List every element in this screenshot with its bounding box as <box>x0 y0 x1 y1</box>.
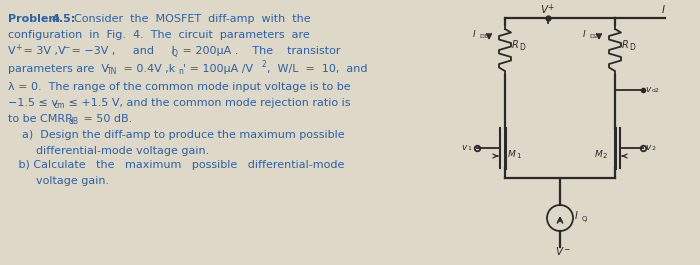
Text: = −3V ,     and     I: = −3V , and I <box>68 46 175 56</box>
Text: M: M <box>508 150 516 159</box>
Text: = 200μA .    The    transistor: = 200μA . The transistor <box>179 46 340 56</box>
Text: 2: 2 <box>603 153 608 159</box>
Text: dB: dB <box>69 117 79 126</box>
Text: b) Calculate   the   maximum   possible   differential-mode: b) Calculate the maximum possible differ… <box>8 160 344 170</box>
Text: 4.5:: 4.5: <box>52 14 76 24</box>
Text: +: + <box>547 3 554 12</box>
Text: I: I <box>575 211 578 221</box>
Text: D1: D1 <box>479 34 488 39</box>
Text: o2: o2 <box>652 88 660 93</box>
Text: λ = 0.  The range of the common mode input voltage is to be: λ = 0. The range of the common mode inpu… <box>8 82 351 92</box>
Text: +: + <box>15 43 22 52</box>
Text: n: n <box>178 67 183 76</box>
Text: −1.5 ≤ v: −1.5 ≤ v <box>8 98 58 108</box>
Text: Q: Q <box>582 216 587 222</box>
Text: ,  W/L  =  10,  and: , W/L = 10, and <box>267 64 368 74</box>
Text: M: M <box>595 150 603 159</box>
Text: D: D <box>519 43 525 52</box>
Text: a)  Design the diff-amp to produce the maximum possible: a) Design the diff-amp to produce the ma… <box>22 130 344 140</box>
Text: D2: D2 <box>589 34 598 39</box>
Text: parameters are  V: parameters are V <box>8 64 109 74</box>
Text: Consider  the  MOSFET  diff-amp  with  the: Consider the MOSFET diff-amp with the <box>74 14 311 24</box>
Text: 1: 1 <box>516 153 521 159</box>
Text: ' = 100μA /V: ' = 100μA /V <box>183 64 253 74</box>
Text: R: R <box>622 40 629 50</box>
Text: Q: Q <box>172 49 178 58</box>
Text: = 3V ,V: = 3V ,V <box>20 46 66 56</box>
Text: V: V <box>540 5 547 15</box>
Text: TN: TN <box>107 67 118 76</box>
Text: voltage gain.: voltage gain. <box>36 176 109 186</box>
Text: I: I <box>583 30 586 39</box>
Text: 2: 2 <box>261 60 266 69</box>
Text: I: I <box>473 30 475 39</box>
Text: ≤ +1.5 V, and the common mode rejection ratio is: ≤ +1.5 V, and the common mode rejection … <box>65 98 351 108</box>
Text: differential-mode voltage gain.: differential-mode voltage gain. <box>36 146 209 156</box>
Text: D: D <box>629 43 635 52</box>
Text: I: I <box>662 5 665 15</box>
Text: −: − <box>63 43 69 52</box>
Text: Problem: Problem <box>8 14 60 24</box>
Text: v: v <box>461 143 466 152</box>
Text: V: V <box>8 46 15 56</box>
Text: configuration  in  Fig.  4.  The  circuit  parameters  are: configuration in Fig. 4. The circuit par… <box>8 30 309 40</box>
Text: −: − <box>563 245 569 254</box>
Text: v: v <box>645 143 650 152</box>
Text: = 50 dB.: = 50 dB. <box>80 114 132 124</box>
Text: V: V <box>555 247 562 257</box>
Text: 2: 2 <box>652 146 656 151</box>
Text: v: v <box>645 85 650 94</box>
Text: 1: 1 <box>467 146 471 151</box>
Text: = 0.4V ,k: = 0.4V ,k <box>120 64 175 74</box>
Text: to be CMRR: to be CMRR <box>8 114 73 124</box>
Text: cm: cm <box>54 101 66 110</box>
Text: R: R <box>512 40 519 50</box>
